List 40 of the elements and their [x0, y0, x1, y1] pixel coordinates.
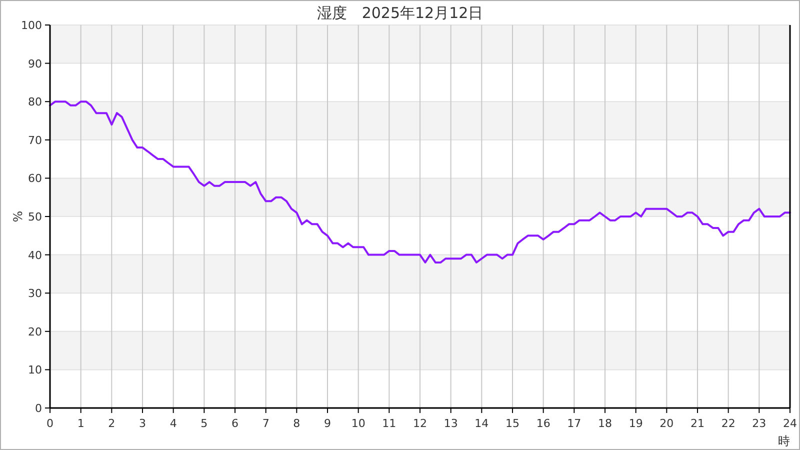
y-tick-label: 40 — [28, 248, 42, 262]
x-tick-label: 10 — [351, 417, 366, 430]
x-tick-label: 13 — [444, 417, 458, 430]
x-tick-label: 1 — [77, 417, 84, 430]
x-tick-label: 7 — [262, 417, 270, 430]
y-tick-label: 0 — [35, 402, 42, 415]
x-tick-label: 20 — [660, 417, 674, 430]
x-tick-label: 3 — [139, 417, 146, 430]
x-tick-label: 15 — [506, 417, 520, 430]
x-tick-label: 5 — [200, 417, 208, 430]
x-tick-label: 16 — [536, 417, 550, 430]
y-tick-label: 30 — [28, 287, 42, 300]
x-axis-title: 時 — [778, 434, 790, 448]
y-tick-label: 60 — [28, 172, 42, 186]
y-tick-label: 50 — [28, 210, 42, 224]
x-tick-label: 22 — [721, 417, 736, 430]
x-tick-label: 2 — [108, 417, 116, 430]
x-tick-label: 9 — [324, 417, 331, 430]
y-tick-label: 70 — [28, 134, 42, 147]
y-tick-label: 20 — [28, 325, 42, 338]
y-tick-label: 90 — [28, 57, 42, 70]
x-tick-label: 19 — [628, 417, 643, 430]
x-tick-label: 11 — [382, 417, 396, 430]
y-tick-label: 100 — [21, 19, 42, 32]
x-tick-label: 14 — [474, 417, 489, 430]
x-tick-label: 21 — [690, 417, 704, 430]
x-tick-label: 12 — [413, 417, 427, 430]
chart-title: 湿度 2025年12月12日 — [316, 4, 484, 22]
line-series — [49, 100, 791, 264]
y-tick-label: 10 — [28, 364, 42, 377]
x-tick-label: 18 — [598, 417, 612, 430]
y-axis-title: % — [11, 210, 25, 222]
x-tick-label: 23 — [752, 417, 766, 430]
x-tick-label: 8 — [293, 417, 300, 430]
x-tick-label: 17 — [567, 417, 582, 430]
y-tick-label: 80 — [28, 96, 42, 109]
x-tick-label: 4 — [170, 417, 177, 430]
x-tick-label: 0 — [46, 417, 54, 430]
x-tick-label: 6 — [232, 417, 238, 430]
x-tick-label: 24 — [783, 417, 797, 430]
